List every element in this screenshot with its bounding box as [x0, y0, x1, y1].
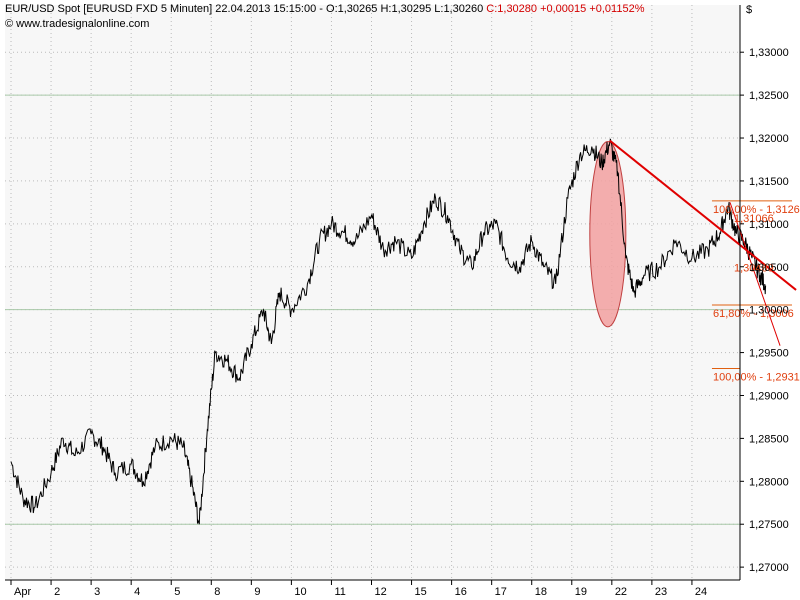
x-tick-label: 16: [455, 586, 467, 598]
y-tick-label: 1,30500: [749, 262, 789, 274]
x-tick-label: 15: [415, 586, 427, 598]
copyright-icon: ©: [5, 18, 14, 30]
x-tick-label: 4: [134, 586, 140, 598]
x-tick-label: 5: [174, 586, 180, 598]
x-tick-label: 18: [535, 586, 547, 598]
chart-header: EUR/USD Spot [EURUSD FXD 5 Minuten] 22.0…: [5, 3, 644, 15]
y-tick-label: 1,28500: [749, 433, 789, 445]
x-tick-label: 10: [294, 586, 306, 598]
header-datetime: 22.04.2013 15:15:00: [215, 3, 317, 15]
fib-level-label: 100,00% - 1,31267: [713, 204, 800, 216]
y-tick-label: 1,29500: [749, 348, 789, 360]
x-tick-label: 17: [495, 586, 507, 598]
price-series-line: [10, 138, 767, 525]
currency-symbol: $: [746, 4, 753, 16]
price-annotation: 1,31066: [734, 213, 774, 225]
x-tick-label: 12: [374, 586, 386, 598]
highlight-ellipse: [589, 140, 627, 328]
header-ohlc: - O:1,30265 H:1,30295 L:1,30260: [319, 3, 484, 15]
header-instrument: EUR/USD Spot [EURUSD FXD 5 Minuten]: [5, 3, 213, 15]
y-tick-label: 1,28000: [749, 476, 789, 488]
x-tick-label: Apr: [14, 586, 31, 598]
y-tick-label: 1,31500: [749, 176, 789, 188]
header-close-change: C:1,30280 +0,00015 +0,01152%: [486, 3, 645, 15]
trendline: [609, 139, 797, 291]
x-tick-label: 19: [575, 586, 587, 598]
x-tick-label: 11: [334, 586, 345, 598]
x-tick-label: 22: [615, 586, 627, 598]
y-tick-label: 1,29000: [749, 390, 789, 402]
price-annotation: 1,30489: [734, 263, 774, 275]
x-tick-label: 23: [655, 586, 667, 598]
x-tick-label: 24: [695, 586, 707, 598]
x-tick-label: 2: [54, 586, 60, 598]
fib-level-label: 61,80% - 1,3006: [713, 308, 794, 320]
y-tick-label: 1,30000: [749, 305, 789, 317]
x-tick-label: 9: [254, 586, 260, 598]
y-tick-label: 1,33000: [749, 47, 789, 59]
y-tick-label: 1,27000: [749, 562, 789, 574]
y-tick-label: 1,32000: [749, 133, 789, 145]
y-tick-label: 1,27500: [749, 519, 789, 531]
y-tick-label: 1,32500: [749, 90, 789, 102]
header-website: © www.tradesignalonline.com: [5, 18, 149, 30]
website-text: www.tradesignalonline.com: [16, 18, 150, 30]
trendline: [729, 202, 781, 346]
y-tick-label: 1,31000: [749, 219, 789, 231]
x-tick-label: 8: [214, 586, 220, 598]
plot-area: [5, 5, 740, 580]
fib-level-label: 100,00% - 1,29314: [713, 372, 800, 384]
x-tick-label: 3: [94, 586, 100, 598]
